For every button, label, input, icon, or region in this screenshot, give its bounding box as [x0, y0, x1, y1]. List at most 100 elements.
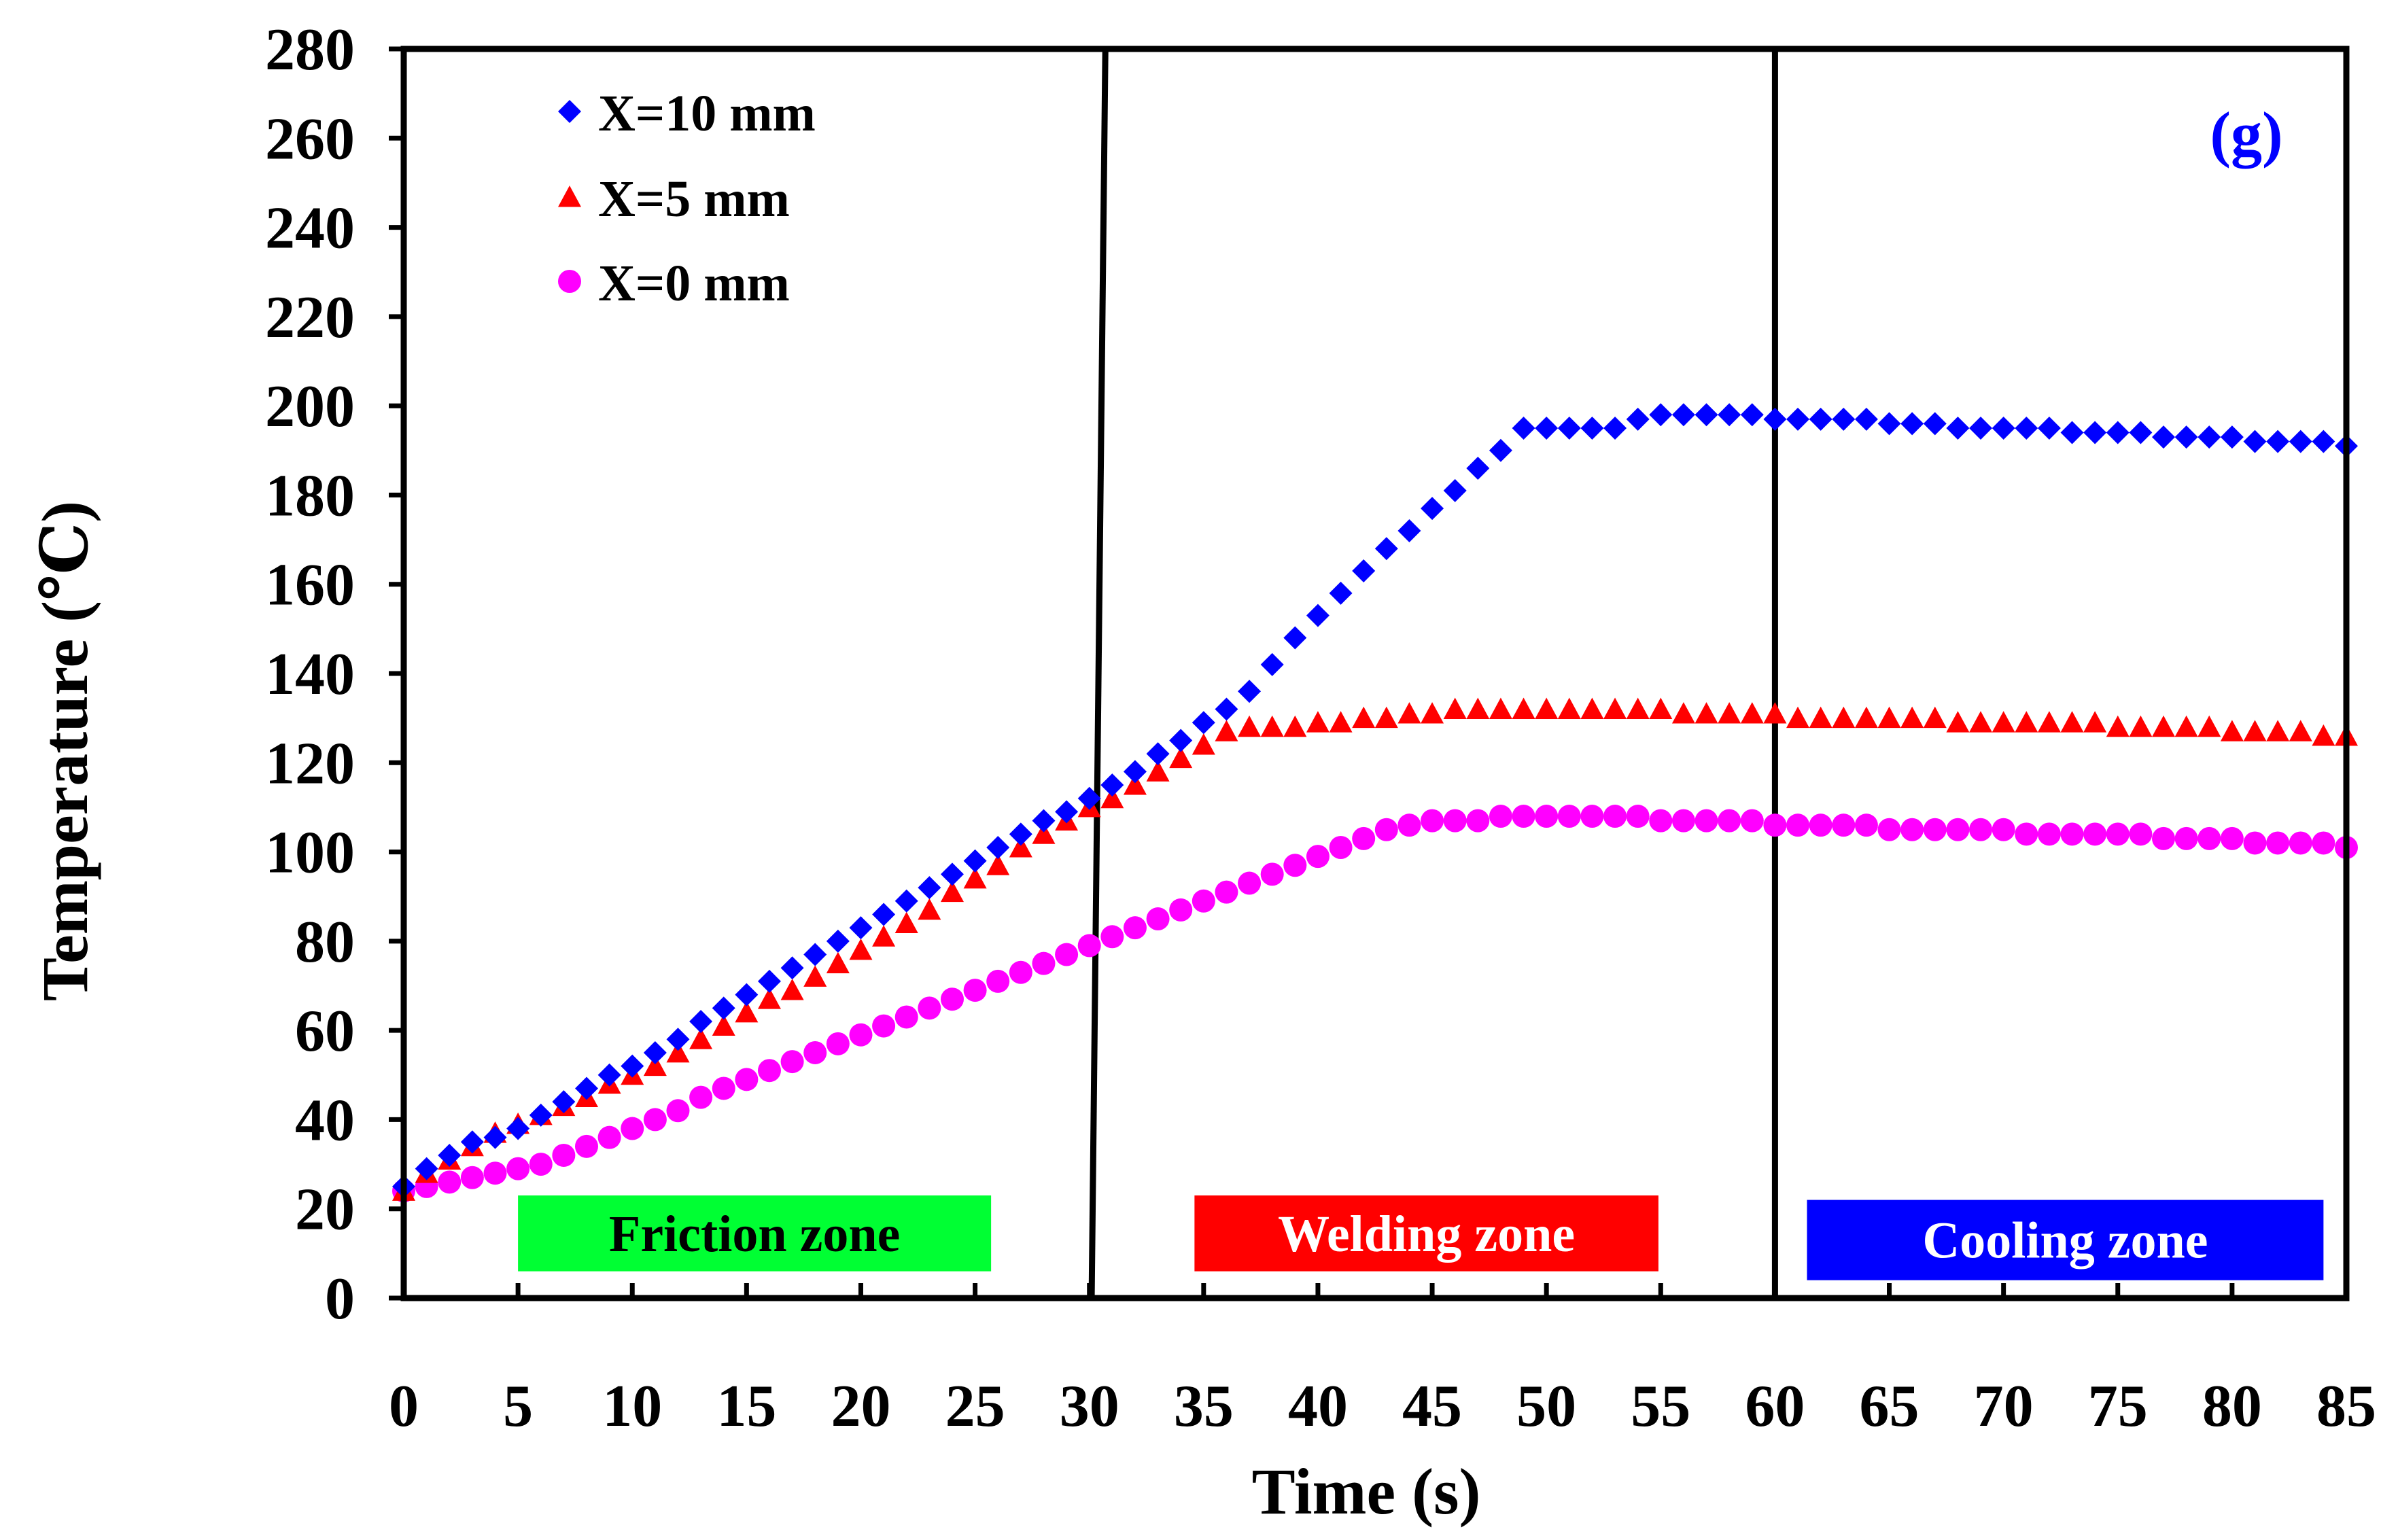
data-point [1992, 818, 2015, 841]
x-tick-label: 35 [1174, 1373, 1234, 1439]
data-point [2243, 831, 2267, 855]
data-point [872, 903, 896, 926]
data-point [1671, 809, 1695, 833]
data-point [2220, 720, 2244, 741]
data-point [1283, 626, 1307, 650]
data-point [643, 1040, 667, 1064]
data-point [1832, 706, 1856, 729]
data-point [1192, 889, 1215, 913]
data-point [2015, 711, 2038, 733]
data-point [666, 1099, 690, 1123]
data-point [1992, 711, 2015, 733]
data-point [1032, 951, 1056, 975]
x-tick-label: 85 [2316, 1373, 2376, 1439]
data-point [963, 867, 987, 889]
data-point [826, 951, 850, 974]
data-point [803, 965, 827, 987]
data-point [1603, 805, 1627, 828]
y-axis: 0 20 40 60 80 100 120 140 160 180 200 220 240 260 280 [265, 17, 404, 1332]
data-point [1535, 416, 1559, 440]
data-point [2266, 831, 2290, 855]
data-point [1123, 773, 1147, 795]
data-point [1809, 706, 1832, 729]
data-point [712, 1077, 735, 1100]
x-tick-label: 40 [1288, 1373, 1348, 1439]
data-point [2312, 831, 2335, 855]
data-point [1832, 407, 1856, 431]
data-point [1969, 818, 1993, 841]
data-point [1238, 715, 1262, 737]
data-point [1671, 702, 1695, 724]
data-point [1421, 809, 1444, 833]
data-point [689, 1028, 713, 1049]
series-layer [392, 403, 2358, 1203]
data-point [1146, 742, 1170, 766]
data-point [1443, 697, 1467, 719]
data-point [940, 862, 964, 886]
data-point [1512, 805, 1535, 828]
data-point [1352, 706, 1376, 729]
data-point [2220, 826, 2244, 850]
data-point [2266, 720, 2290, 741]
data-point [2289, 430, 2312, 453]
data-point [2037, 416, 2061, 440]
data-point [918, 876, 941, 900]
data-point [415, 1157, 438, 1180]
data-point [894, 889, 918, 913]
data-point [1649, 697, 1673, 719]
data-point [2289, 720, 2312, 741]
x-tick-label: 80 [2202, 1373, 2262, 1439]
x-axis: 0 5 10 15 20 25 30 35 40 45 50 55 60 65 70 75 80 85 [389, 1283, 2376, 1439]
data-point [1192, 733, 1215, 755]
data-point [1238, 871, 1262, 895]
data-point [529, 1103, 553, 1127]
data-point [1535, 697, 1559, 719]
data-point [1626, 407, 1650, 431]
data-point [1695, 403, 1718, 427]
data-point [1946, 416, 1970, 440]
data-point [2060, 822, 2084, 846]
data-point [1397, 813, 1421, 837]
y-tick-label: 220 [265, 285, 355, 351]
data-point [2129, 421, 2153, 444]
legend-label: X=5 mm [598, 171, 790, 228]
y-tick-label: 0 [325, 1266, 355, 1332]
data-point [780, 979, 804, 1000]
data-point [2152, 826, 2176, 850]
data-point [780, 1050, 804, 1074]
data-point [1854, 813, 1878, 837]
data-point [1877, 412, 1901, 436]
data-point [2312, 430, 2335, 453]
data-point [1100, 773, 1124, 797]
data-point [2174, 826, 2198, 850]
data-point [918, 898, 941, 920]
y-tick-label: 80 [295, 909, 355, 975]
data-point [2015, 822, 2038, 846]
data-point [2312, 724, 2335, 746]
data-point [1055, 943, 1079, 966]
data-point [621, 1054, 644, 1078]
data-point [826, 1032, 850, 1055]
data-point [1169, 746, 1193, 769]
data-point [1443, 809, 1467, 833]
data-point [1100, 925, 1124, 949]
data-point [1374, 706, 1398, 729]
zone-box-2 [1194, 1195, 1658, 1272]
data-point [1306, 603, 1330, 627]
data-point [1603, 416, 1627, 440]
data-point [1283, 854, 1307, 877]
data-point [1649, 809, 1673, 833]
x-tick-label: 10 [602, 1373, 662, 1439]
y-tick-label: 200 [265, 374, 355, 440]
data-point [986, 854, 1010, 875]
data-point [1718, 403, 1741, 427]
data-point [1421, 702, 1444, 724]
x-tick-label: 5 [503, 1373, 533, 1439]
x-tick-label: 70 [1974, 1373, 2034, 1439]
data-point [735, 1000, 759, 1023]
data-point [1489, 697, 1512, 719]
data-point [574, 1077, 598, 1100]
x-tick-label: 60 [1745, 1373, 1805, 1439]
data-point [621, 1117, 644, 1140]
data-point [735, 1068, 759, 1091]
